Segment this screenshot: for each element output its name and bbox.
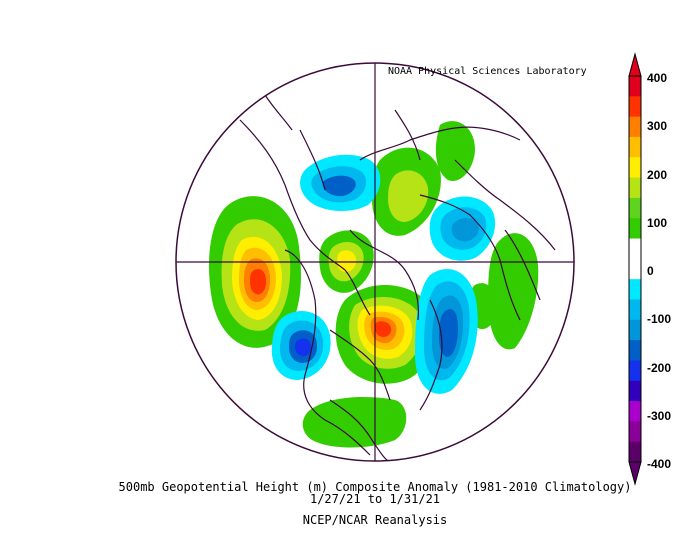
negative-anomaly-scandinavia <box>429 196 496 261</box>
colorbar-tick-label: 100 <box>647 215 668 230</box>
colorbar-swatch <box>629 197 641 219</box>
meridians <box>176 63 574 461</box>
colorbar <box>628 52 642 486</box>
colorbar-swatch <box>629 299 641 321</box>
colorbar-swatch <box>629 441 641 463</box>
colorbar-tick-label: -400 <box>647 457 672 471</box>
colorbar-swatch <box>629 279 641 300</box>
map-title: 500mb Geopotential Height (m) Composite … <box>118 480 632 494</box>
coastlines <box>239 94 556 461</box>
colorbar-tick-label: 200 <box>647 167 668 182</box>
positive-anomaly-north-atlantic <box>372 121 475 236</box>
colorbar-swatch <box>629 360 641 382</box>
colorbar-swatch <box>629 116 641 138</box>
colorbar-max-arrow <box>628 52 642 77</box>
positive-anomaly-alaska <box>208 196 301 348</box>
colorbar-frame <box>628 75 642 463</box>
data-source: NCEP/NCAR Reanalysis <box>302 513 448 527</box>
colorbar-swatch <box>629 340 641 361</box>
colorbar-tick-label: -100 <box>647 312 672 327</box>
negative-anomaly-siberia <box>300 154 381 212</box>
colorbar-tick-label: 400 <box>647 71 668 85</box>
colorbar-swatch <box>629 218 641 240</box>
positive-anomaly-south-america <box>302 397 407 448</box>
colorbar-swatch <box>629 76 641 97</box>
colorbar-tick-label: 300 <box>647 119 668 134</box>
colorbar-tick-label: 0 <box>647 264 654 278</box>
negative-anomaly-west-us <box>271 311 331 380</box>
colorbar-swatch <box>629 401 641 422</box>
colorbar-swatch <box>629 96 641 118</box>
colorbar-tick-label: -200 <box>647 360 672 375</box>
colorbar-tick-label: -300 <box>647 408 672 423</box>
colorbar-swatch <box>629 421 641 443</box>
anomaly-map <box>175 62 575 462</box>
colorbar-swatch <box>629 177 641 199</box>
map-boundary <box>175 62 575 462</box>
colorbar-swatch <box>629 319 641 341</box>
colorbar-swatch <box>629 238 641 260</box>
colorbar-swatch <box>629 136 641 158</box>
date-range: 1/27/21 to 1/31/21 <box>309 492 441 506</box>
credit-label: NOAA Physical Sciences Laboratory <box>388 66 587 77</box>
colorbar-swatch <box>629 380 641 402</box>
negative-anomaly-atlantic <box>415 268 478 394</box>
colorbar-swatch <box>629 258 641 280</box>
positive-anomaly-east <box>335 285 434 384</box>
colorbar-swatch <box>629 157 641 179</box>
